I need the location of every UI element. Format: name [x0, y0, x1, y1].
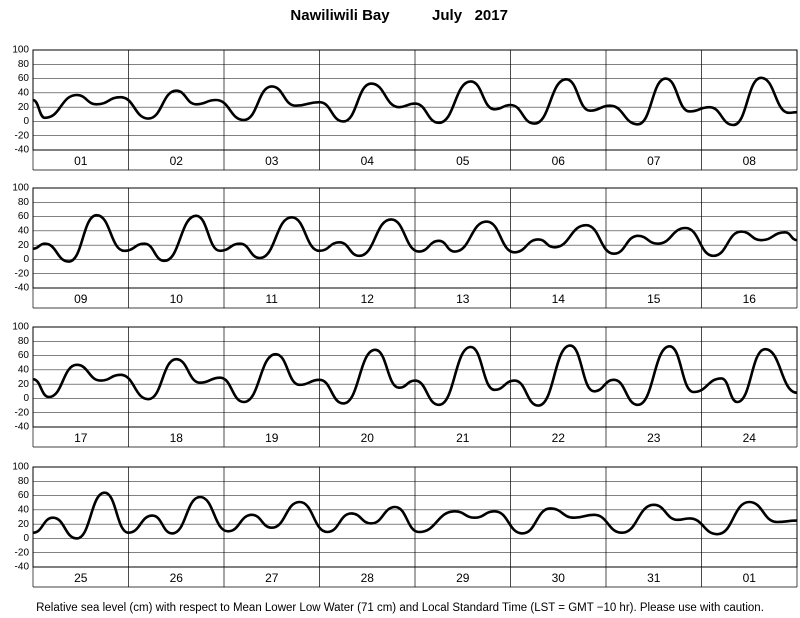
- y-tick-label: 20: [18, 379, 30, 390]
- y-tick-label: 100: [12, 45, 29, 56]
- x-tick-label: 25: [74, 571, 88, 585]
- y-tick-label: 0: [23, 393, 29, 404]
- x-tick-label: 29: [456, 571, 470, 585]
- plot-frame: [32, 466, 798, 568]
- y-tick-label: 60: [18, 73, 30, 84]
- x-tick-label: 18: [170, 431, 184, 445]
- y-tick-label: -20: [15, 407, 30, 418]
- tide-line: [32, 76, 798, 127]
- y-tick-label: 80: [18, 476, 30, 487]
- x-tick-label: 31: [647, 571, 661, 585]
- x-tick-label: 22: [552, 431, 566, 445]
- y-tick-label: 40: [18, 504, 30, 515]
- plot-frame: [32, 326, 798, 428]
- x-tick-label: 15: [647, 292, 661, 306]
- x-tick-label: 01: [74, 154, 88, 168]
- x-tick-label: 06: [552, 154, 566, 168]
- y-tick-label: -20: [15, 547, 30, 558]
- y-tick-label: 80: [18, 59, 30, 70]
- y-tick-label: 80: [18, 197, 30, 208]
- y-tick-label: 100: [12, 462, 29, 473]
- x-tick-label: 04: [361, 154, 375, 168]
- tide-line: [32, 213, 798, 263]
- x-tick-label: 05: [456, 154, 470, 168]
- y-tick-label: 100: [12, 183, 29, 194]
- y-tick-label: 0: [23, 533, 29, 544]
- y-tick-label: 40: [18, 364, 30, 375]
- y-tick-label: 20: [18, 240, 30, 251]
- y-tick-label: -20: [15, 268, 30, 279]
- x-tick-label: 14: [552, 292, 566, 306]
- x-tick-label: 11: [266, 292, 279, 306]
- x-tick-label: 23: [647, 431, 661, 445]
- chart-date: July 2017: [432, 7, 508, 24]
- y-tick-label: 60: [18, 350, 30, 361]
- y-tick-label: -40: [15, 422, 30, 433]
- x-tick-label: 10: [170, 292, 184, 306]
- y-tick-label: 20: [18, 519, 30, 530]
- y-tick-label: 60: [18, 211, 30, 222]
- y-tick-label: 100: [12, 322, 29, 333]
- x-tick-label: 30: [552, 571, 566, 585]
- x-tick-label: 12: [361, 292, 375, 306]
- y-tick-label: 0: [23, 254, 29, 265]
- x-tick-label: 03: [265, 154, 279, 168]
- x-tick-label: 09: [74, 292, 88, 306]
- x-tick-label: 27: [265, 571, 279, 585]
- chart-title: Nawiliwili Bay: [290, 7, 390, 24]
- y-tick-label: 60: [18, 490, 30, 501]
- x-tick-label: 02: [170, 154, 184, 168]
- x-tick-label: 21: [456, 431, 470, 445]
- y-tick-label: -40: [15, 283, 30, 294]
- tide-line: [32, 491, 798, 540]
- x-tick-label: 16: [743, 292, 757, 306]
- y-tick-label: -40: [15, 562, 30, 573]
- x-tick-label: 08: [743, 154, 757, 168]
- x-tick-label: 17: [74, 431, 88, 445]
- x-tick-label: 19: [265, 431, 279, 445]
- x-tick-label: 01: [743, 571, 757, 585]
- chart-note: Relative sea level (cm) with respect to …: [36, 602, 764, 614]
- y-tick-label: 40: [18, 225, 30, 236]
- y-tick-label: 0: [23, 116, 29, 127]
- y-tick-label: 80: [18, 336, 30, 347]
- x-tick-label: 13: [456, 292, 470, 306]
- plot-frame: [32, 187, 798, 289]
- x-tick-label: 07: [647, 154, 661, 168]
- y-tick-label: 20: [18, 102, 30, 113]
- y-tick-label: 40: [18, 87, 30, 98]
- x-tick-label: 28: [361, 571, 375, 585]
- x-tick-label: 20: [361, 431, 375, 445]
- tide-line: [32, 344, 798, 407]
- y-tick-label: -40: [15, 145, 30, 156]
- x-tick-label: 24: [743, 431, 757, 445]
- x-tick-label: 26: [170, 571, 184, 585]
- y-tick-label: -20: [15, 130, 30, 141]
